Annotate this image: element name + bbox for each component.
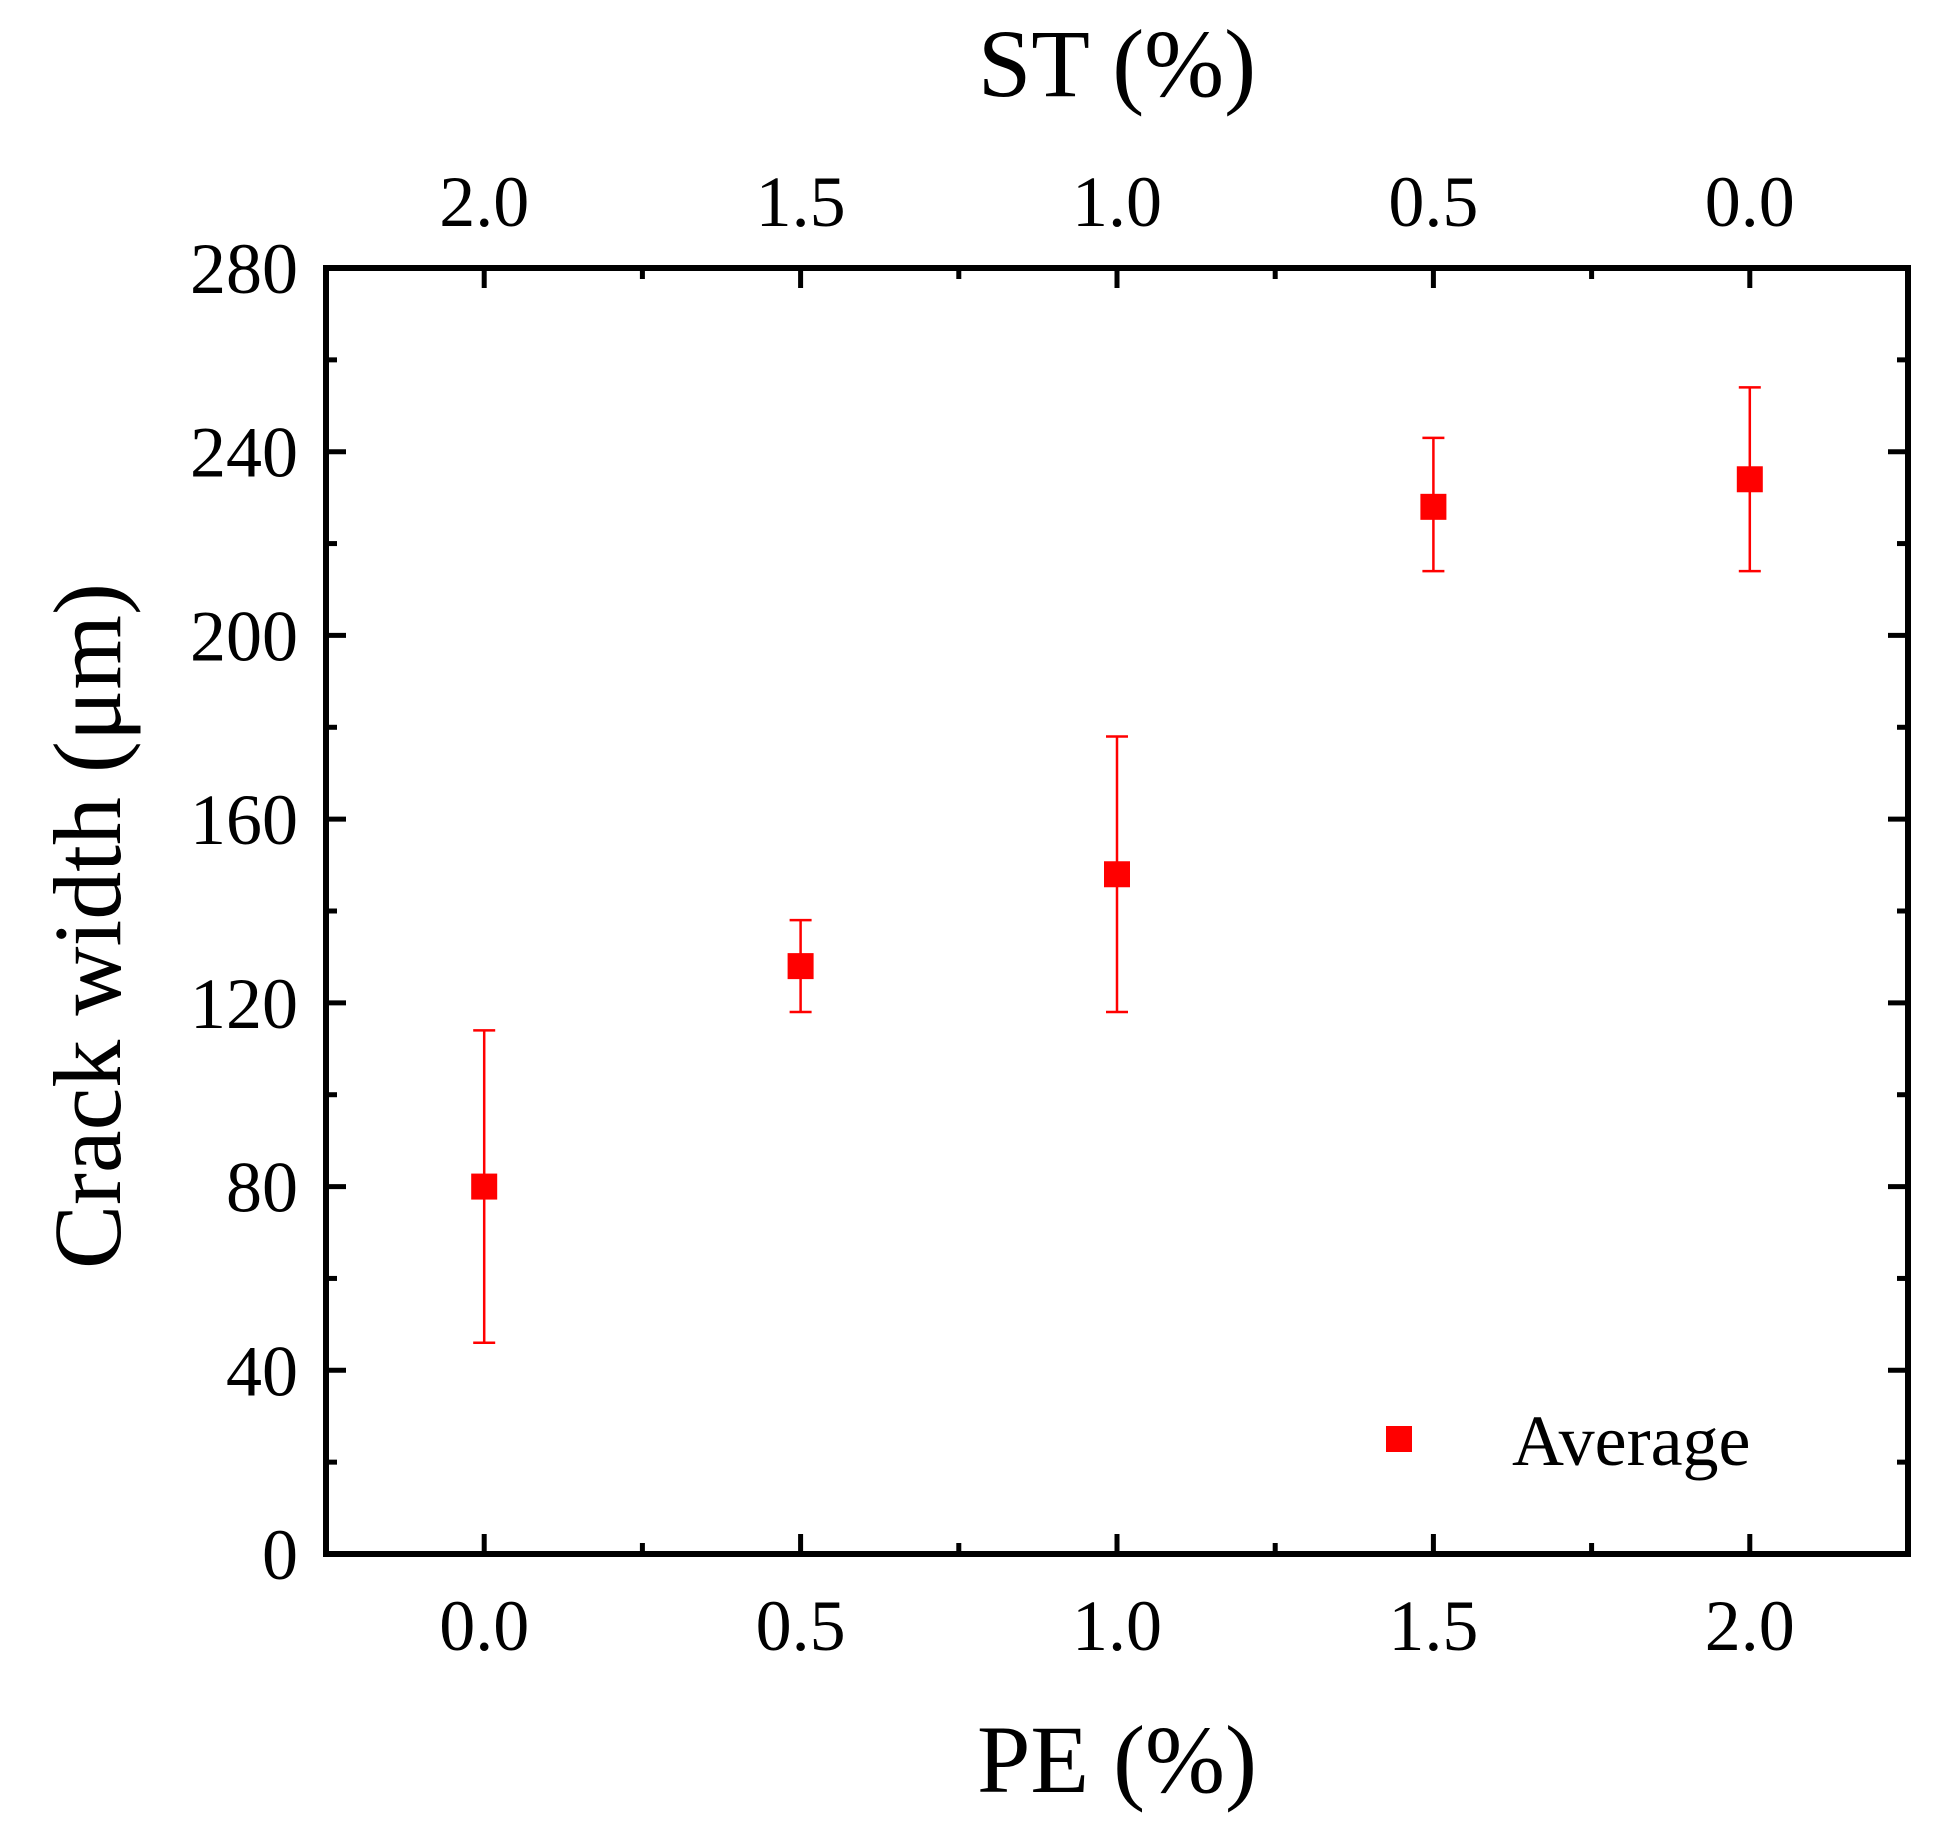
y-axis-title: Crack width (μm) (34, 583, 141, 1269)
legend: Average (1386, 1401, 1751, 1481)
x2-tick-label: 2.0 (439, 162, 529, 242)
x-tick-label: 0.0 (439, 1586, 529, 1666)
x2-tick-label: 1.0 (1072, 162, 1162, 242)
legend-marker-average (1386, 1426, 1412, 1452)
x2-axis-title: ST (%) (978, 10, 1256, 117)
x2-tick-label: 1.5 (756, 162, 846, 242)
data-layer (471, 386, 1763, 1344)
data-point (787, 953, 814, 980)
data-point (1736, 466, 1763, 493)
legend-label-average: Average (1512, 1401, 1751, 1481)
data-point (1420, 493, 1447, 520)
y-tick-label: 160 (190, 780, 298, 860)
x-tick-label: 2.0 (1705, 1586, 1795, 1666)
data-point (1104, 861, 1130, 888)
x-tick-label: 1.5 (1388, 1586, 1478, 1666)
y-tick-label: 200 (190, 596, 298, 676)
x2-tick-label: 0.0 (1705, 162, 1795, 242)
y-tick-label: 280 (190, 229, 298, 309)
y-tick-label: 120 (190, 964, 298, 1044)
y-tick-label: 240 (190, 413, 298, 493)
labels-layer: 0.0 2.0 0.5 1.5 1.0 1.0 1.5 0.5 2.0 0.0 0 40 80 120 16… (190, 162, 1795, 1666)
plot-frame (323, 265, 1911, 1557)
y-tick-label: 80 (226, 1148, 298, 1228)
x-tick-label: 1.0 (1072, 1586, 1162, 1666)
y-tick-label: 0 (262, 1515, 298, 1595)
y-tick-label: 40 (226, 1331, 298, 1411)
data-point (471, 1173, 498, 1200)
x2-tick-label: 0.5 (1388, 162, 1478, 242)
x-axis-title: PE (%) (977, 1706, 1257, 1813)
x-tick-label: 0.5 (756, 1586, 846, 1666)
